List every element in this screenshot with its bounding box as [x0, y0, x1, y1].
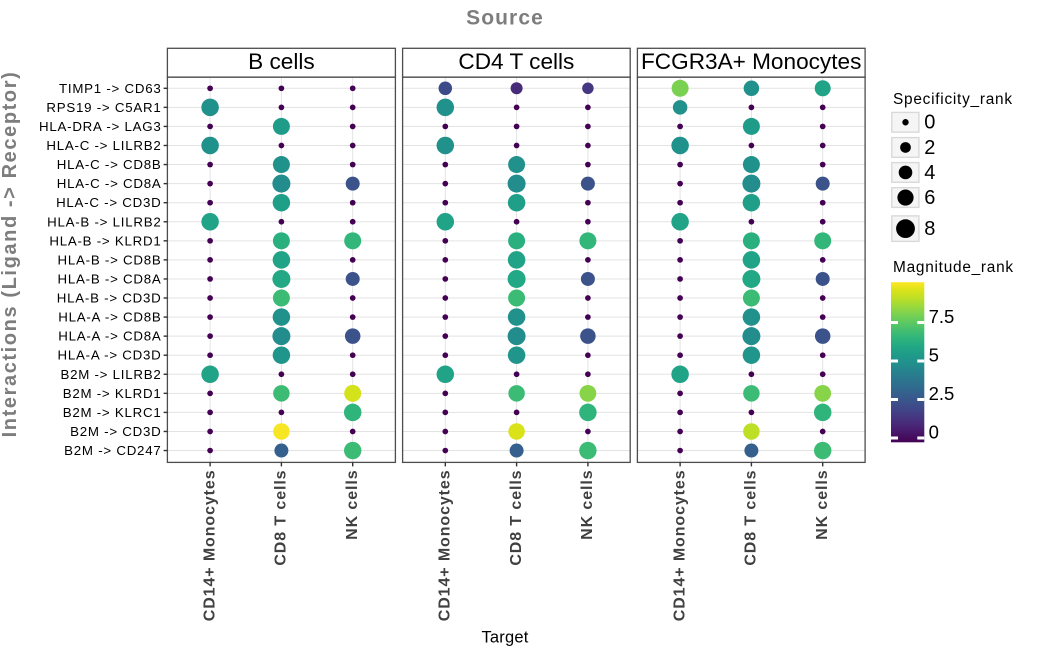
- svg-text:CD14+ Monocytes: CD14+ Monocytes: [671, 470, 688, 622]
- svg-text:CD4 T cells: CD4 T cells: [458, 49, 574, 74]
- svg-text:HLA-A -> CD8B: HLA-A -> CD8B: [58, 310, 161, 325]
- svg-text:NK cells: NK cells: [344, 470, 361, 540]
- svg-text:CD14+ Monocytes: CD14+ Monocytes: [437, 470, 454, 622]
- svg-text:HLA-A -> CD8A: HLA-A -> CD8A: [58, 329, 161, 344]
- svg-text:RPS19 -> C5AR1: RPS19 -> C5AR1: [46, 100, 161, 115]
- svg-text:Source: Source: [466, 7, 544, 30]
- svg-text:HLA-B -> KLRD1: HLA-B -> KLRD1: [49, 233, 161, 248]
- svg-text:Magnitude_rank: Magnitude_rank: [893, 259, 1014, 276]
- svg-text:HLA-C -> CD3D: HLA-C -> CD3D: [56, 195, 161, 210]
- svg-text:B2M -> CD247: B2M -> CD247: [64, 443, 161, 458]
- svg-text:HLA-B -> CD8A: HLA-B -> CD8A: [58, 271, 162, 286]
- svg-text:5: 5: [929, 345, 939, 366]
- svg-text:0: 0: [929, 422, 939, 443]
- svg-text:CD8 T cells: CD8 T cells: [743, 470, 760, 566]
- svg-text:B2M -> LILRB2: B2M -> LILRB2: [60, 367, 161, 382]
- svg-text:7.5: 7.5: [929, 306, 955, 327]
- svg-text:NK cells: NK cells: [579, 470, 596, 540]
- svg-text:CD8 T cells: CD8 T cells: [508, 470, 525, 566]
- svg-text:FCGR3A+ Monocytes: FCGR3A+ Monocytes: [641, 49, 861, 74]
- svg-text:4: 4: [924, 162, 935, 184]
- svg-text:B2M -> KLRC1: B2M -> KLRC1: [63, 405, 162, 420]
- svg-text:HLA-A -> CD3D: HLA-A -> CD3D: [58, 348, 162, 363]
- svg-text:Target: Target: [481, 629, 528, 647]
- svg-text:B cells: B cells: [248, 49, 315, 74]
- svg-text:8: 8: [924, 218, 935, 240]
- svg-text:HLA-DRA -> LAG3: HLA-DRA -> LAG3: [39, 119, 161, 134]
- svg-text:Specificity_rank: Specificity_rank: [893, 91, 1013, 108]
- svg-text:2.5: 2.5: [929, 383, 955, 404]
- svg-text:HLA-B -> LILRB2: HLA-B -> LILRB2: [47, 214, 161, 229]
- svg-text:Interactions (Ligand -> Recept: Interactions (Ligand -> Receptor): [0, 71, 21, 438]
- svg-text:HLA-C -> CD8A: HLA-C -> CD8A: [57, 176, 162, 191]
- svg-text:CD8 T cells: CD8 T cells: [273, 470, 290, 566]
- svg-text:NK cells: NK cells: [814, 470, 831, 540]
- svg-text:HLA-C -> LILRB2: HLA-C -> LILRB2: [46, 138, 161, 153]
- svg-text:B2M -> KLRD1: B2M -> KLRD1: [63, 386, 162, 401]
- svg-text:B2M -> CD3D: B2M -> CD3D: [70, 424, 161, 439]
- svg-text:TIMP1 -> CD63: TIMP1 -> CD63: [59, 81, 161, 96]
- svg-text:HLA-B -> CD8B: HLA-B -> CD8B: [58, 252, 162, 267]
- svg-text:2: 2: [924, 137, 935, 159]
- svg-text:6: 6: [924, 187, 935, 209]
- svg-text:0: 0: [924, 112, 935, 134]
- svg-text:HLA-C -> CD8B: HLA-C -> CD8B: [57, 157, 162, 172]
- svg-text:CD14+ Monocytes: CD14+ Monocytes: [201, 470, 218, 622]
- svg-text:HLA-B -> CD3D: HLA-B -> CD3D: [57, 291, 162, 306]
